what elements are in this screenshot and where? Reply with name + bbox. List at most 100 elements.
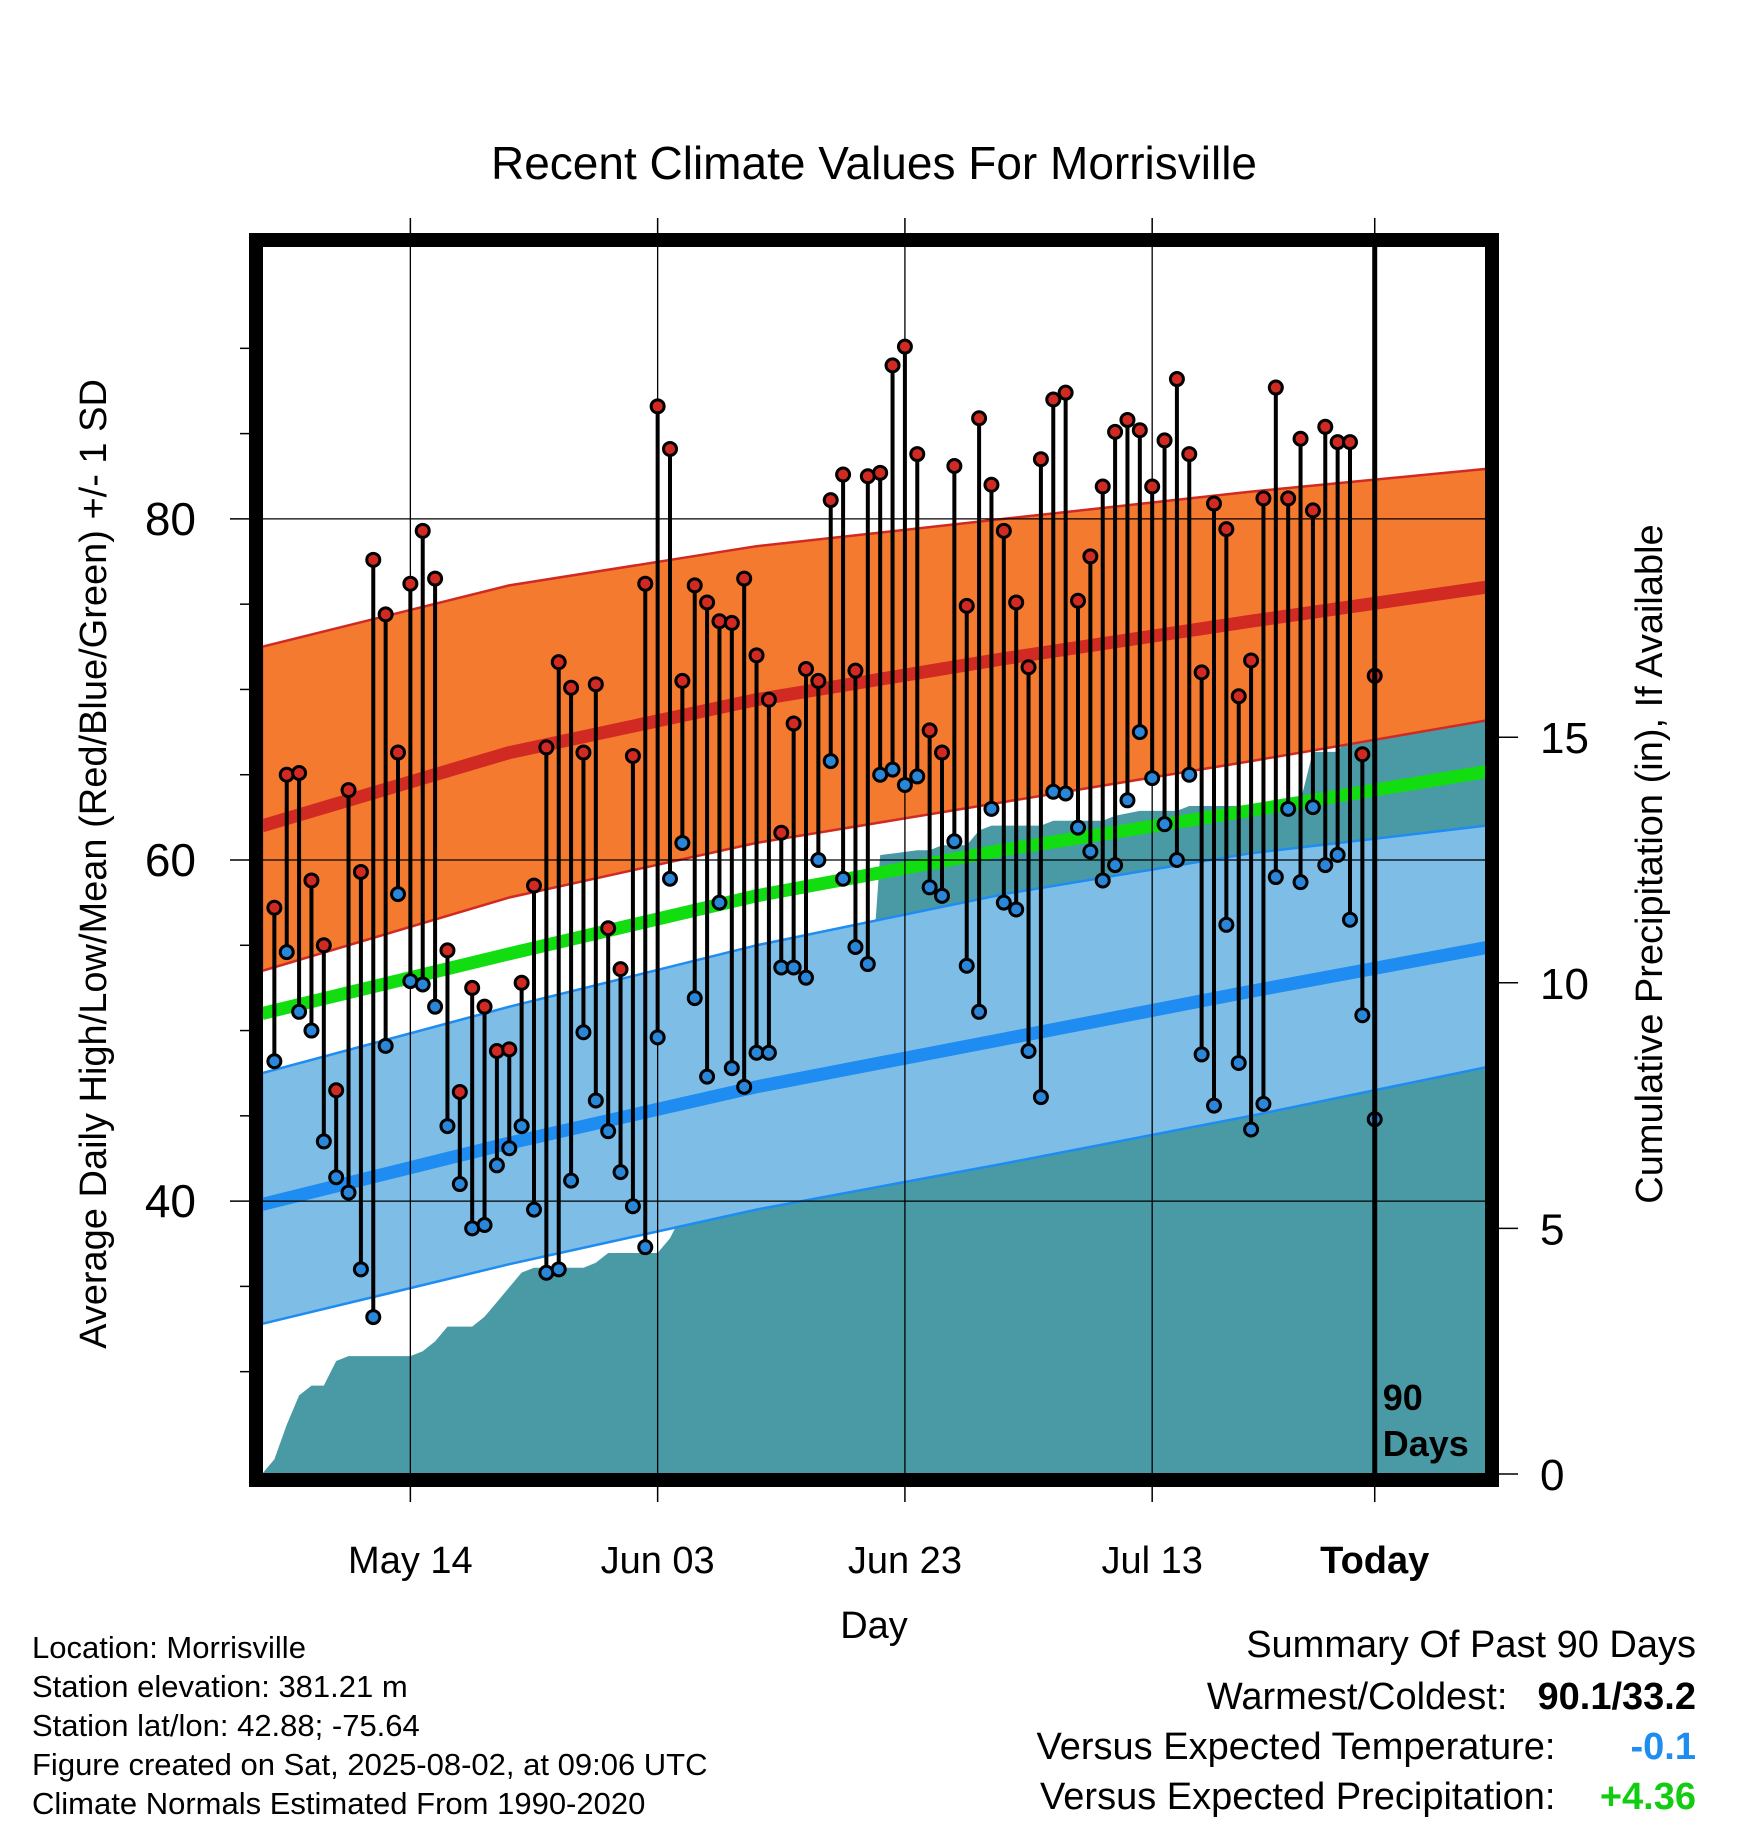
- low-temp-point: [575, 1024, 592, 1041]
- low-temp-point: [328, 1169, 345, 1186]
- low-temp-point: [501, 1140, 518, 1157]
- low-temp-point: [1020, 1043, 1037, 1060]
- high-temp-point: [464, 979, 481, 996]
- high-temp-point: [365, 551, 382, 568]
- high-temp-point: [303, 872, 320, 889]
- chart-title: Recent Climate Values For Morrisville: [491, 137, 1257, 189]
- high-temp-point: [1020, 659, 1037, 676]
- high-temp-point: [340, 782, 357, 799]
- summary-title: Summary Of Past 90 Days: [1246, 1624, 1696, 1667]
- low-temp-point: [760, 1044, 777, 1061]
- low-temp-point: [315, 1133, 332, 1150]
- high-temp-point: [600, 920, 617, 937]
- summary-title-text: Summary Of Past 90 Days: [1246, 1624, 1696, 1666]
- low-temp-point: [451, 1176, 468, 1193]
- high-temp-point: [674, 672, 691, 689]
- y-tick-label: 40: [145, 1175, 196, 1227]
- low-normal-line: [262, 940, 1486, 1211]
- high-temp-point: [390, 744, 406, 761]
- high-temp-point: [1218, 521, 1235, 538]
- low-temp-point: [390, 886, 406, 903]
- low-temp-point: [995, 894, 1012, 911]
- warm-cold-row: Warmest/Coldest: 90.1/33.2: [1207, 1676, 1696, 1719]
- low-temp-point: [1107, 857, 1124, 874]
- high-normal-line: [262, 580, 1486, 833]
- high-temp-point: [612, 961, 629, 978]
- high-temp-point: [1094, 478, 1111, 495]
- low-temp-point: [1193, 1046, 1210, 1063]
- low-temp-point: [1317, 857, 1334, 874]
- low-temp-point: [303, 1022, 320, 1039]
- low-temp-point: [550, 1261, 567, 1278]
- created-text: Figure created on Sat, 2025-08-02, at 09…: [32, 1747, 708, 1782]
- low-temp-point: [612, 1164, 629, 1181]
- high-temp-point: [649, 398, 666, 415]
- high-temp-point: [971, 410, 988, 427]
- high-temp-point: [1354, 746, 1371, 763]
- high-temp-point: [736, 570, 753, 587]
- high-temp-point: [1304, 502, 1321, 519]
- high-temp-point: [748, 647, 765, 664]
- high-temp-point: [1082, 548, 1099, 565]
- low-temp-point: [637, 1239, 654, 1256]
- high-temp-point: [1057, 384, 1074, 401]
- low-temp-point: [563, 1172, 580, 1189]
- high-temp-point: [1045, 391, 1062, 408]
- warm-cold-label: Warmest/Coldest:: [1206, 1676, 1508, 1718]
- high-temp-point: [1193, 664, 1210, 681]
- low-temp-point: [439, 1118, 456, 1135]
- low-temp-point: [1304, 799, 1321, 816]
- y-tick-label: 60: [145, 834, 196, 886]
- high-temp-point: [575, 744, 592, 761]
- high-temp-point: [921, 722, 938, 739]
- high-temp-point: [427, 570, 444, 587]
- low-temp-point: [971, 1003, 988, 1020]
- low-temp-point: [1057, 785, 1074, 802]
- y2-tick-label: 5: [1540, 1205, 1564, 1254]
- low-temp-point: [624, 1198, 641, 1215]
- high-temp-point: [662, 440, 678, 457]
- low-temp-point: [958, 957, 975, 974]
- low-temp-point: [896, 776, 913, 793]
- low-temp-point: [340, 1184, 357, 1201]
- low-temp-point: [983, 800, 1000, 817]
- temp-row: Versus Expected Temperature: -0.1: [1037, 1726, 1696, 1769]
- high-temp-point: [476, 998, 493, 1015]
- high-temp-point: [501, 1041, 518, 1058]
- high-temp-point: [896, 338, 913, 355]
- high-temp-point: [835, 466, 852, 483]
- precip-row: Versus Expected Precipitation: +4.36: [1040, 1776, 1696, 1819]
- low-temp-point: [847, 938, 864, 955]
- high-temp-point: [451, 1083, 468, 1100]
- high-temp-point: [1255, 490, 1272, 507]
- low-temp-point: [278, 944, 295, 961]
- high-temp-point: [377, 606, 394, 623]
- low-temp-point: [291, 1003, 308, 1020]
- precip-value: +4.36: [1599, 1776, 1696, 1818]
- high-temp-point: [1107, 423, 1124, 440]
- low-temp-point: [266, 1053, 283, 1070]
- high-temp-point: [526, 877, 542, 894]
- low-temp-point: [1094, 872, 1111, 889]
- high-temp-point: [1119, 411, 1136, 428]
- high-temp-point: [1280, 490, 1297, 507]
- low-temp-point: [526, 1201, 542, 1218]
- low-temp-point: [674, 834, 691, 851]
- high-temp-point: [785, 715, 802, 732]
- low-temp-point: [1144, 770, 1161, 787]
- low-temp-point: [934, 887, 950, 904]
- low-temp-point: [414, 976, 431, 993]
- low-temp-point: [1280, 800, 1297, 817]
- low-temp-point: [600, 1123, 617, 1140]
- low-temp-point: [946, 833, 963, 850]
- x-tick-label: Jun 23: [848, 1540, 962, 1582]
- high-temp-point: [439, 942, 456, 959]
- days-marker-label: Days: [1383, 1423, 1469, 1464]
- y2-axis-label: Cumulative Precipitation (in), If Availa…: [1629, 524, 1671, 1203]
- low-temp-point: [859, 956, 876, 973]
- low-temp-point: [513, 1118, 530, 1135]
- low-temp-point: [365, 1309, 382, 1326]
- high-temp-point: [266, 899, 283, 916]
- elevation-text: Station elevation: 381.21 m: [32, 1669, 408, 1704]
